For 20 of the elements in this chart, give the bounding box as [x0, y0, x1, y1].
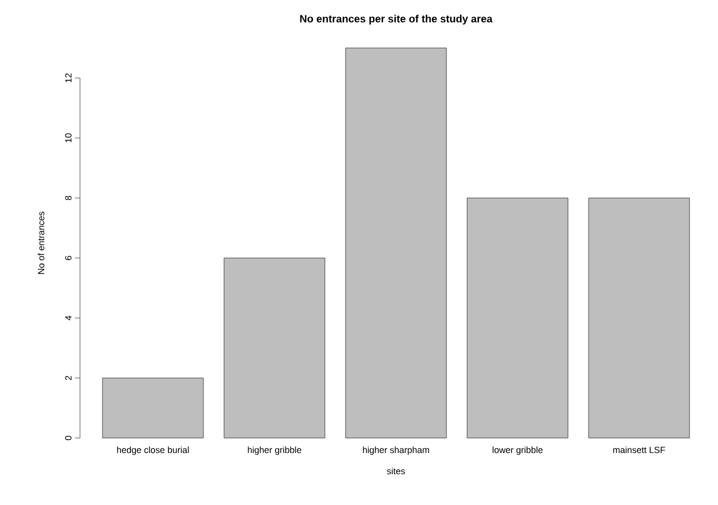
y-tick-label: 0: [65, 436, 72, 440]
bar: [224, 258, 326, 438]
chart-title: No entrances per site of the study area: [300, 14, 493, 24]
bar: [345, 48, 447, 438]
x-axis-title: sites: [387, 468, 405, 474]
x-tick-label: lower gribble: [492, 446, 543, 455]
x-tick-label: hedge close burial: [117, 446, 189, 455]
x-tick-label: mainsett LSF: [613, 446, 666, 454]
y-tick-label: 4: [65, 316, 72, 320]
bar: [466, 198, 568, 438]
y-tick-label: 2: [65, 376, 72, 380]
bar: [102, 378, 204, 438]
y-tick-label: 12: [65, 73, 72, 82]
y-tick-label: 10: [65, 133, 72, 142]
y-axis-title: No of entrances: [38, 212, 44, 274]
y-tick-label: 6: [65, 256, 72, 260]
y-tick-label: 8: [65, 196, 72, 200]
bar: [588, 198, 690, 438]
x-tick-label: higher gribble: [248, 446, 302, 455]
x-tick-label: higher sharpham: [362, 446, 430, 455]
